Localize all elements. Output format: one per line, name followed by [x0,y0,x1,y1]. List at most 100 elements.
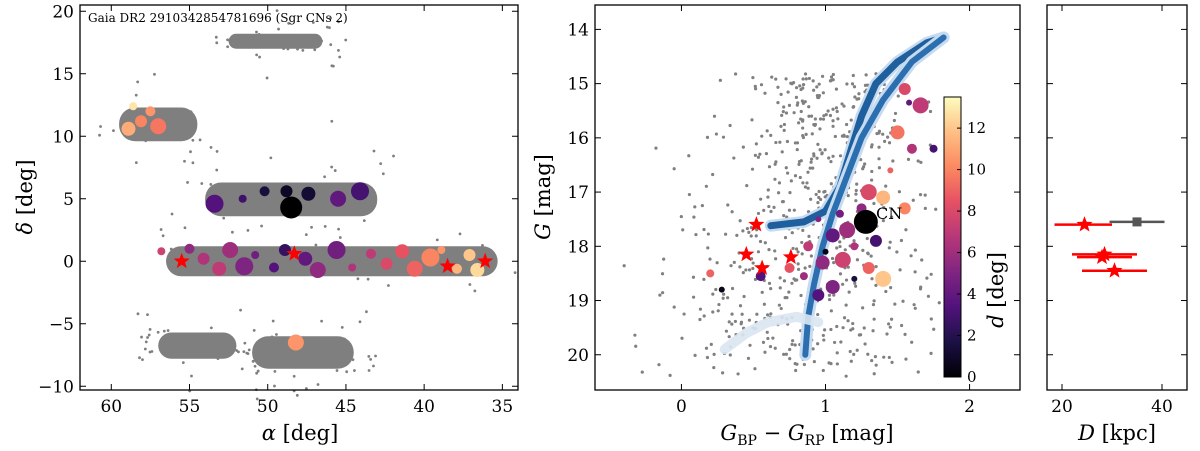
cmd-field-star [872,201,876,206]
cmd-field-star [808,264,812,269]
cmd-field-star [708,257,712,261]
cmd-field-star [872,317,876,321]
field-star [191,343,195,347]
cmd-field-star [682,312,686,316]
cmd-field-star [923,193,927,197]
field-star [153,72,156,76]
cmd-field-star [723,232,728,236]
field-star [345,370,349,374]
cmd-field-star [640,370,644,374]
field-star [183,159,186,163]
cmd-field-star [807,76,811,81]
cmd-field-star [862,165,866,169]
cmd-star-marker [748,216,765,232]
field-star [186,338,189,342]
sky-member-point [212,261,227,276]
field-star [276,342,280,346]
cmd-field-star [787,290,791,294]
distance-plot-frame [1046,4,1188,391]
cmd-field-star [758,152,762,156]
field-star [330,119,334,123]
field-star [387,284,390,287]
field-star [296,47,299,51]
cmd-field-star [873,355,878,359]
sky-x-axis-label: α [deg] [262,421,339,445]
sky-member-point [298,251,313,266]
field-star [292,191,296,194]
field-star [146,336,149,339]
cmd-field-star [871,329,875,333]
cmd-field-star [782,352,786,356]
cmd-field-star [796,250,800,254]
colorbar-tick-label: 6 [967,244,977,262]
cmd-field-star [781,110,785,114]
sky-member-point [235,257,254,276]
field-star [329,16,333,20]
field-star [330,64,334,68]
cmd-field-star [768,344,773,349]
sky-member-point [451,263,462,274]
cmd-field-star [797,159,802,164]
cmd-field-star [910,340,914,344]
sky-x-tick-label: 45 [335,397,357,417]
cmd-field-star [853,95,857,99]
sky-member-point [238,194,247,203]
cmd-field-star [782,214,786,218]
cmd-field-star [777,303,781,307]
cmd-field-star [811,79,815,83]
cmd-field-star [779,92,783,96]
cmd-field-star [810,132,814,136]
field-star [247,348,251,352]
cmd-field-star [750,167,755,171]
cmd-field-star [798,84,802,88]
cmd-field-star [715,261,719,265]
cmd-field-star [702,277,706,281]
cmd-field-star [790,342,794,346]
field-star [161,345,165,348]
cmd-field-star [831,124,835,128]
cmd-field-star [852,239,856,243]
sky-member-point [280,185,293,198]
cmd-field-star [795,278,799,282]
field-star [301,49,305,52]
cmd-field-star [854,199,858,203]
field-star [143,347,147,351]
cmd-field-star [897,190,902,194]
cmd-field-star [762,302,766,306]
cmd-field-star [733,72,738,76]
cmd-field-star [861,248,865,252]
field-star [269,156,273,160]
cmd-field-star [751,75,755,80]
cmd-member-point [875,270,892,287]
field-star [243,341,247,345]
cmd-field-star [831,107,835,111]
cmd-field-star [793,362,797,366]
cmd-field-star [887,141,892,145]
cmd-field-star [747,230,751,234]
cmd-field-star [712,352,716,357]
cmd-field-star [790,281,794,285]
cmd-field-star [788,190,792,195]
cmd-field-star [821,91,825,95]
cmd-field-star [702,227,706,232]
sky-x-label-symbol: α [262,421,276,445]
cmd-field-star [849,359,853,363]
cmd-field-star [807,105,811,109]
cmd-field-star [793,343,797,347]
cmd-field-star [759,197,763,201]
sky-y-axis-label: δ [deg] [13,159,37,234]
cmd-field-star [792,208,796,212]
sky-y-label-unit: [deg] [13,159,37,215]
field-star [366,277,370,281]
cmd-field-star [660,291,665,295]
cmd-field-star [846,265,850,269]
cmd-field-star [925,276,929,280]
field-star [460,251,464,255]
field-star [260,224,263,228]
cmd-field-star [852,352,856,357]
sky-member-point [121,121,136,136]
cmd-field-star [841,282,845,286]
field-star [328,26,331,30]
cmd-x-axis-label: GBP − GRP [mag] [720,421,893,449]
cmd-field-star [763,350,767,354]
